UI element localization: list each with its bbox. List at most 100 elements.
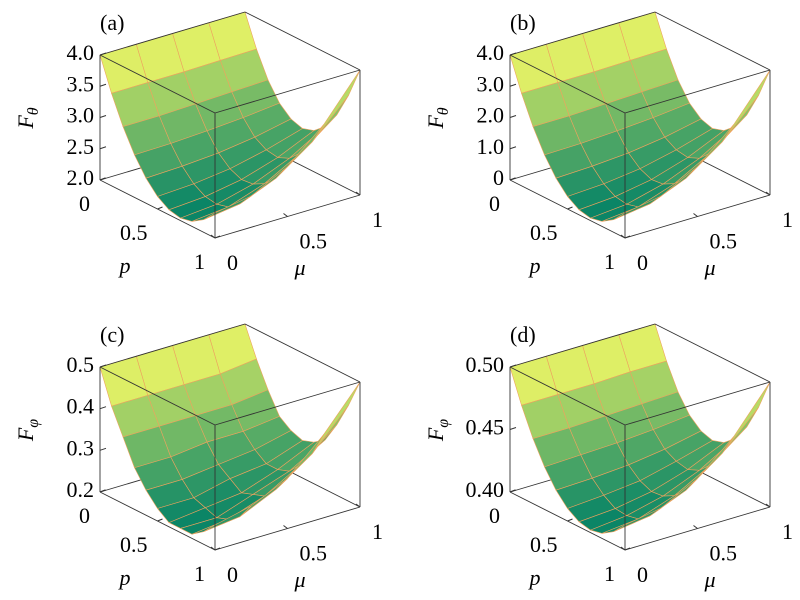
z-tick-label: 0.50 [466,352,505,377]
mu-tick [210,546,216,551]
p-tick [99,489,106,493]
mu-tick [620,546,626,551]
z-tick-label: 2.0 [67,165,95,190]
mu-tick [283,525,288,529]
p-tick [624,235,631,239]
z-tick-label: 2.5 [67,134,95,159]
z-axis-label: Fφ [423,419,452,442]
box-edge [624,381,771,426]
z-label-sub: φ [25,419,42,428]
box-edge [509,11,656,56]
z-tick-label: 0.4 [67,394,95,419]
z-tick-label: 0.40 [466,477,505,502]
p-tick-label: 1 [604,249,615,274]
p-tick-label: 0 [489,191,500,216]
p-tick-label: 0.5 [120,220,148,245]
box-edge [99,54,216,114]
mu-tick [693,525,698,529]
mu-tick-label: 0 [637,250,648,275]
mu-axis-label: μ [293,255,305,280]
z-tick-label: 4.0 [67,40,95,65]
mu-tick [693,213,698,217]
z-label-sub: θ [435,107,452,115]
mu-tick [355,191,361,196]
z-tick-label: 4.0 [477,40,505,65]
p-tick [99,177,106,181]
mu-tick-label: 0.5 [300,229,328,254]
z-label-sub: φ [435,419,452,428]
mu-tick [765,503,771,508]
p-tick [567,518,573,522]
z-tick-label: 2.0 [477,103,505,128]
z-tick [99,447,107,451]
box-edge [214,69,361,114]
z-tick [509,52,517,56]
box-edge [509,323,656,368]
mu-tick-label: 0.5 [710,541,738,566]
box-edge [624,69,771,114]
z-tick [99,146,107,150]
mu-tick-label: 1 [782,207,793,232]
surface-panel: 0.20.30.40.500.51 00.51p μFφ(c) [13,322,383,592]
p-axis-label: p [528,253,541,278]
box-edge [244,323,361,383]
p-axis-label: p [118,565,131,590]
p-tick-label: 1 [194,249,205,274]
panel-label: (b) [510,10,536,35]
box-edge [509,366,626,426]
surface-patch [311,381,361,454]
z-label-base: F [423,427,448,442]
p-tick [214,235,221,239]
p-tick [214,547,221,551]
mu-tick-label: 0 [227,250,238,275]
z-tick-label: 0.5 [67,352,95,377]
mu-tick-label: 1 [372,519,383,544]
box-edge [654,11,771,71]
z-tick-label: 1.0 [477,134,505,159]
z-label-sub: θ [25,107,42,115]
z-tick [99,406,107,410]
z-tick-label: 3.0 [477,71,505,96]
panel-label: (a) [100,10,124,35]
p-tick [509,489,516,493]
mu-tick-label: 1 [372,207,383,232]
panel-label: (c) [100,322,124,347]
mu-tick [620,234,626,239]
mu-tick-label: 0.5 [710,229,738,254]
p-tick [624,547,631,551]
z-tick [509,146,517,150]
z-tick [99,83,107,87]
p-tick [157,518,163,522]
surface-panel: 01.02.03.04.000.51 00.51p μFθ(b) [423,10,793,280]
surface-panel: 2.02.53.03.54.000.51 00.51p μFθ(a) [13,10,383,280]
z-tick-label: 0.3 [67,435,95,460]
z-label-base: F [13,427,38,442]
z-label-base: F [13,115,38,130]
p-tick-label: 0 [489,503,500,528]
mu-tick-label: 0 [637,562,648,587]
z-label-base: F [423,115,448,130]
p-axis-label: p [528,565,541,590]
mu-tick [283,213,288,217]
p-axis-label: p [118,253,131,278]
z-tick-label: 0 [493,165,504,190]
p-tick-label: 0.5 [530,220,558,245]
z-axis-label: Fφ [13,419,42,442]
mu-tick [765,191,771,196]
box-edge [654,323,771,383]
z-tick-label: 3.5 [67,71,95,96]
z-tick [509,83,517,87]
p-tick [567,206,573,210]
z-axis-label: Fθ [13,107,42,129]
p-tick-label: 0.5 [120,532,148,557]
box-edge [214,381,361,426]
z-tick [99,115,107,118]
box-edge [99,11,246,56]
z-tick-label: 0.45 [466,415,505,440]
box-edge [99,366,216,426]
mu-tick-label: 0.5 [300,541,328,566]
p-tick-label: 0 [79,191,90,216]
mu-axis-label: μ [293,567,305,592]
